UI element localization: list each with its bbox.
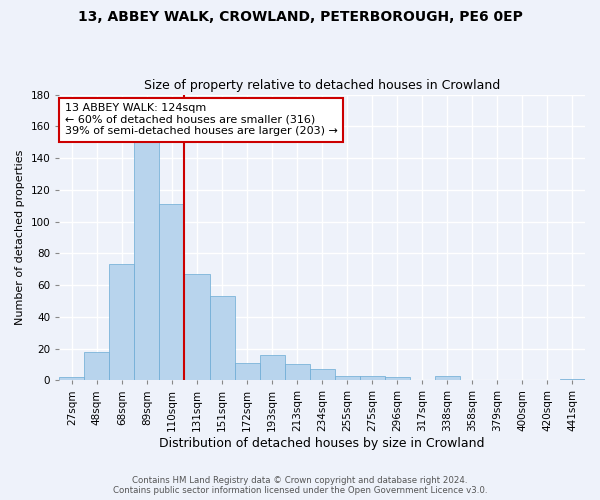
- Text: Contains HM Land Registry data © Crown copyright and database right 2024.
Contai: Contains HM Land Registry data © Crown c…: [113, 476, 487, 495]
- Bar: [59, 377, 85, 380]
- Bar: [235, 363, 260, 380]
- Bar: [160, 204, 184, 380]
- Bar: [184, 274, 209, 380]
- Bar: [260, 355, 284, 380]
- Text: 13, ABBEY WALK, CROWLAND, PETERBOROUGH, PE6 0EP: 13, ABBEY WALK, CROWLAND, PETERBOROUGH, …: [77, 10, 523, 24]
- Title: Size of property relative to detached houses in Crowland: Size of property relative to detached ho…: [144, 79, 500, 92]
- Bar: [435, 376, 460, 380]
- Bar: [85, 352, 109, 380]
- Bar: [385, 377, 410, 380]
- Bar: [335, 376, 360, 380]
- Y-axis label: Number of detached properties: Number of detached properties: [15, 150, 25, 325]
- Bar: [209, 296, 235, 380]
- Text: 13 ABBEY WALK: 124sqm
← 60% of detached houses are smaller (316)
39% of semi-det: 13 ABBEY WALK: 124sqm ← 60% of detached …: [65, 103, 337, 136]
- Bar: [109, 264, 134, 380]
- Bar: [284, 364, 310, 380]
- Bar: [310, 369, 335, 380]
- X-axis label: Distribution of detached houses by size in Crowland: Distribution of detached houses by size …: [160, 437, 485, 450]
- Bar: [134, 142, 160, 380]
- Bar: [360, 376, 385, 380]
- Bar: [560, 378, 585, 380]
